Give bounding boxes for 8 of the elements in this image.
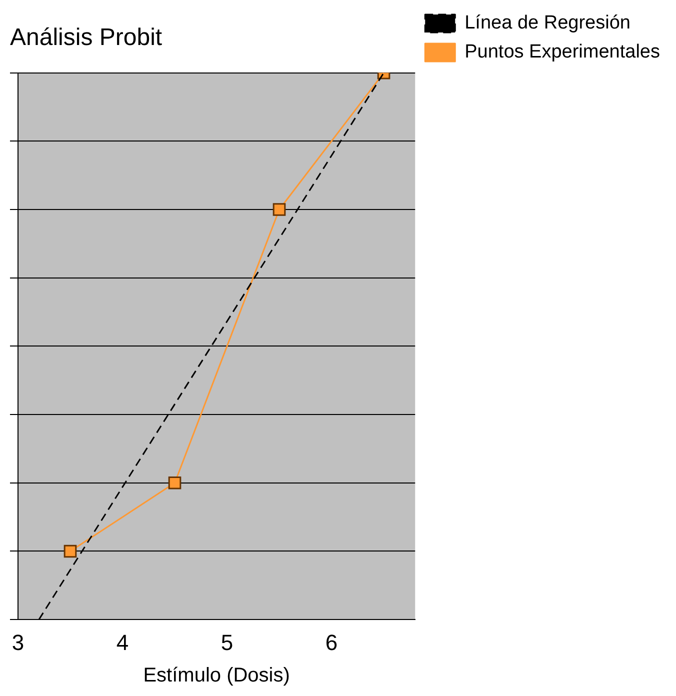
legend-label: Puntos Experimentales	[464, 42, 660, 63]
x-tick-label: 4	[116, 630, 129, 655]
x-tick-label: 3	[12, 630, 24, 655]
x-axis-title: Estímulo (Dosis)	[143, 664, 290, 687]
chart-title: Análisis Probit	[10, 24, 162, 52]
x-tick-label: 5	[220, 630, 234, 655]
legend-label: Línea de Regresión	[464, 12, 630, 34]
x-tick-label: 6	[325, 630, 338, 655]
